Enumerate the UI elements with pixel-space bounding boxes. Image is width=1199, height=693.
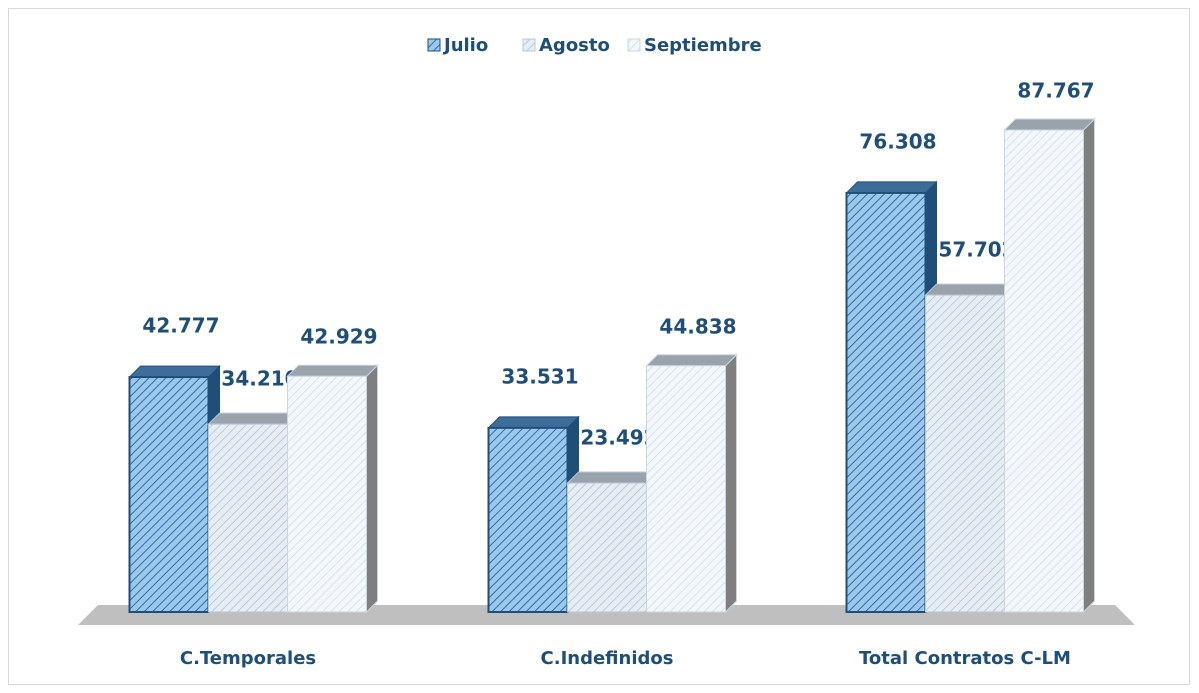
x-tick-label: Total Contratos C-LM <box>859 648 1071 669</box>
bar <box>128 364 221 614</box>
data-label: 57.702 <box>938 238 1015 262</box>
bar-side <box>1083 117 1095 614</box>
bar-front <box>287 375 367 613</box>
bar-front <box>487 426 569 613</box>
legend-label: Septiembre <box>644 35 762 56</box>
bar <box>286 364 379 614</box>
legend-swatch <box>522 38 536 52</box>
bar-top <box>566 471 659 484</box>
bar-top <box>207 412 300 425</box>
bar-top <box>487 416 580 429</box>
data-label: 76.308 <box>859 129 936 153</box>
data-label: 33.531 <box>501 364 578 388</box>
bar-top <box>845 181 938 194</box>
x-tick-label: C.Indefinidos <box>541 648 674 669</box>
bar-top <box>1003 118 1096 131</box>
x-tick-label: C.Temporales <box>180 648 316 669</box>
legend-label: Julio <box>442 35 488 56</box>
bar <box>1003 117 1096 614</box>
bar-top <box>286 364 379 377</box>
data-label: 23.492 <box>580 425 657 449</box>
data-label: 44.838 <box>659 314 736 338</box>
legend-label: Agosto <box>539 35 610 56</box>
bar-front <box>208 423 288 613</box>
bar <box>645 353 738 614</box>
bar <box>207 411 300 614</box>
bar <box>924 282 1017 614</box>
legend-swatch <box>427 38 441 52</box>
data-label: 42.929 <box>300 325 377 349</box>
bar-side <box>725 353 737 614</box>
bar-front <box>567 482 647 613</box>
bar <box>487 415 580 614</box>
bar-top <box>128 365 221 378</box>
bar-front <box>1004 129 1084 613</box>
bar-front <box>128 376 210 613</box>
bar <box>845 180 938 614</box>
bar <box>566 470 659 614</box>
bar-top <box>645 354 738 367</box>
data-label: 42.777 <box>142 314 219 338</box>
bar-front <box>925 294 1005 613</box>
bar-front <box>646 365 726 613</box>
data-label: 34.210 <box>221 367 298 391</box>
legend-swatch <box>627 38 641 52</box>
data-label: 87.767 <box>1017 79 1094 103</box>
bar-top <box>924 283 1017 296</box>
bar-front <box>845 191 927 613</box>
bar-side <box>366 364 378 614</box>
